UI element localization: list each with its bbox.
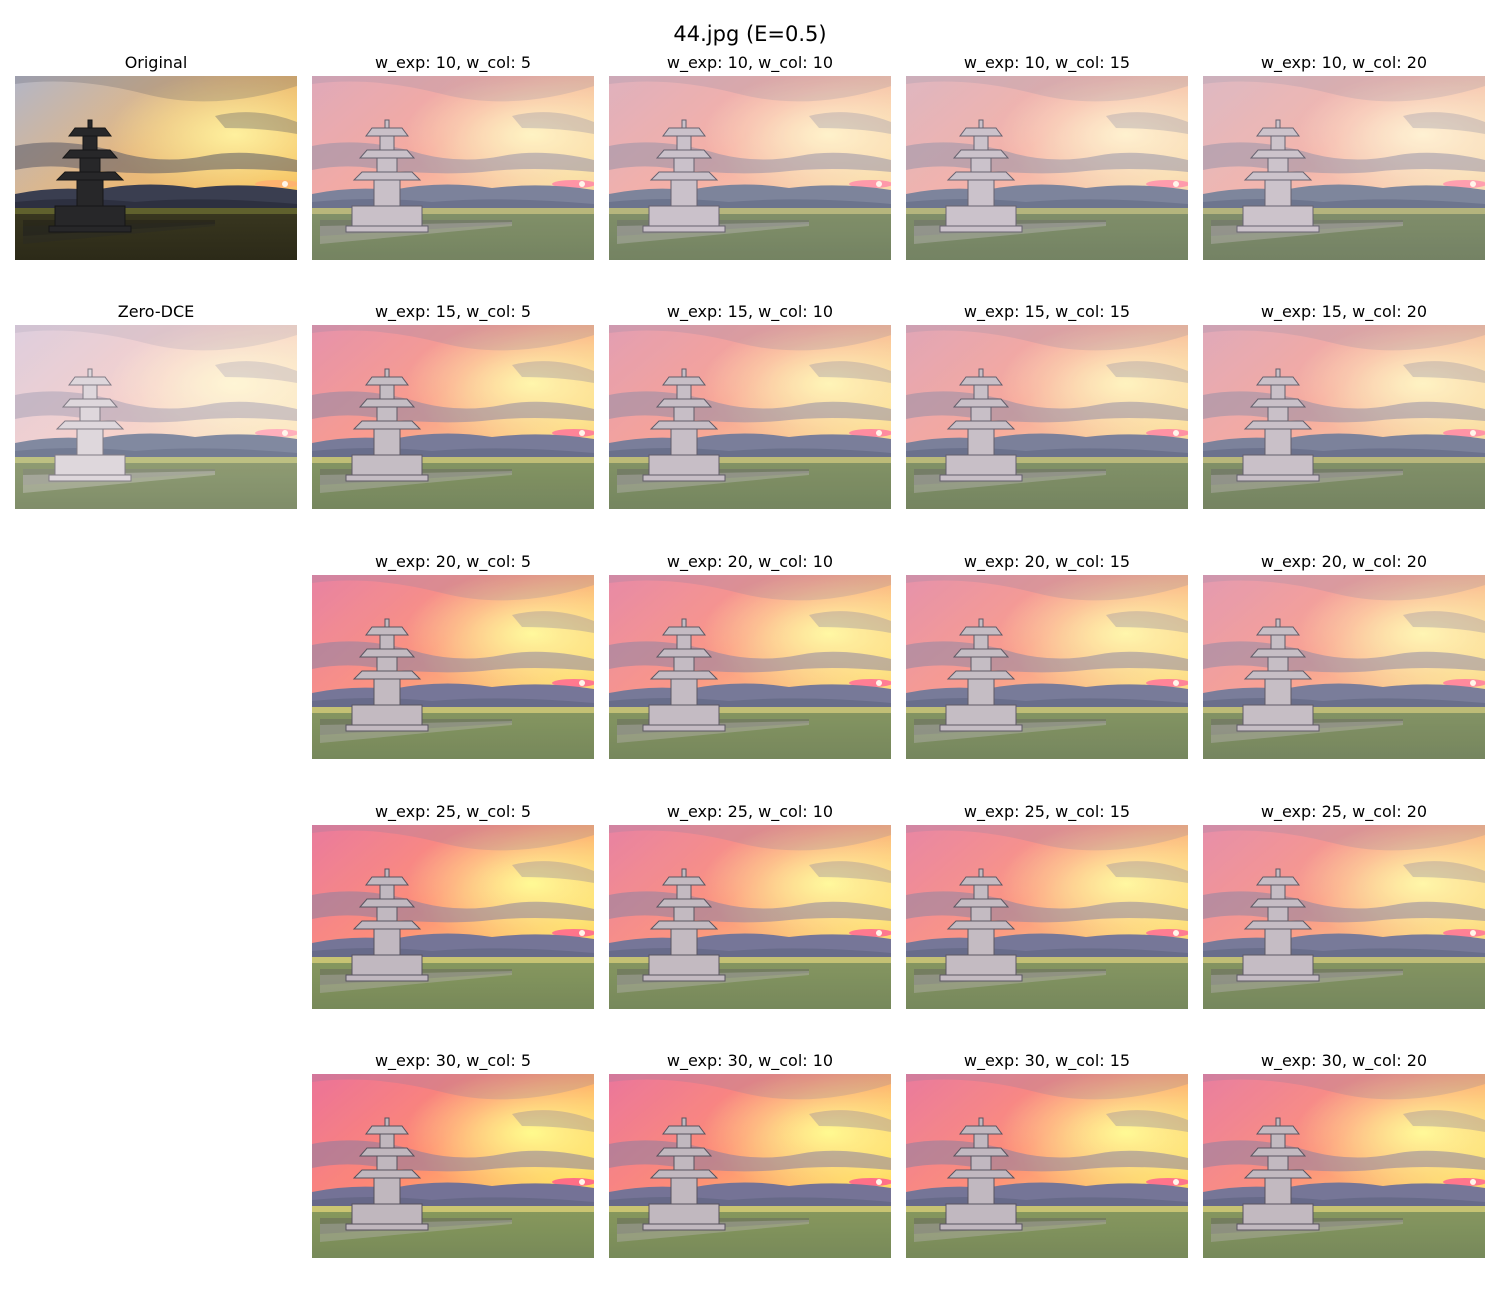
pagoda-sunset-photo (906, 1074, 1188, 1258)
panel-caption: Original (124, 53, 188, 72)
pagoda-sunset-photo (609, 325, 891, 509)
pagoda-sunset-photo (1203, 575, 1485, 759)
pagoda-sunset-photo (312, 325, 594, 509)
pagoda-sunset-photo (312, 76, 594, 260)
panel-caption: w_exp: 10, w_col: 20 (1260, 53, 1428, 72)
pagoda-sunset-photo (609, 825, 891, 1009)
panel-caption: w_exp: 25, w_col: 5 (374, 802, 532, 821)
panel-r4c3: w_exp: 30, w_col: 15 (906, 1051, 1188, 1258)
panel-caption: w_exp: 30, w_col: 15 (963, 1051, 1131, 1070)
panel-r1c1: w_exp: 15, w_col: 5 (312, 302, 594, 509)
panel-caption: w_exp: 20, w_col: 15 (963, 552, 1131, 571)
panel-r2c3: w_exp: 20, w_col: 15 (906, 552, 1188, 759)
panel-r1c2: w_exp: 15, w_col: 10 (609, 302, 891, 509)
pagoda-sunset-photo (906, 325, 1188, 509)
panel-caption: w_exp: 25, w_col: 20 (1260, 802, 1428, 821)
panel-r2c4: w_exp: 20, w_col: 20 (1203, 552, 1485, 759)
panel-r3c4: w_exp: 25, w_col: 20 (1203, 802, 1485, 1009)
panel-caption: w_exp: 30, w_col: 20 (1260, 1051, 1428, 1070)
panel-r0c2: w_exp: 10, w_col: 10 (609, 53, 891, 260)
figure-title: 44.jpg (E=0.5) (673, 22, 827, 46)
pagoda-sunset-photo (1203, 76, 1485, 260)
panel-r2c2: w_exp: 20, w_col: 10 (609, 552, 891, 759)
panel-caption: w_exp: 20, w_col: 10 (666, 552, 834, 571)
panel-caption: w_exp: 25, w_col: 15 (963, 802, 1131, 821)
panel-r0c3: w_exp: 10, w_col: 15 (906, 53, 1188, 260)
panel-r0c4: w_exp: 10, w_col: 20 (1203, 53, 1485, 260)
panel-caption: w_exp: 15, w_col: 15 (963, 302, 1131, 321)
panel-r4c4: w_exp: 30, w_col: 20 (1203, 1051, 1485, 1258)
panel-r0c1: w_exp: 10, w_col: 5 (312, 53, 594, 260)
pagoda-sunset-photo (312, 575, 594, 759)
panel-r2c1: w_exp: 20, w_col: 5 (312, 552, 594, 759)
panel-caption: w_exp: 25, w_col: 10 (666, 802, 834, 821)
pagoda-sunset-photo (15, 76, 297, 260)
panel-caption: Zero-DCE (117, 302, 195, 321)
panel-r1c4: w_exp: 15, w_col: 20 (1203, 302, 1485, 509)
panel-r3c3: w_exp: 25, w_col: 15 (906, 802, 1188, 1009)
panel-caption: w_exp: 15, w_col: 5 (374, 302, 532, 321)
panel-r3c2: w_exp: 25, w_col: 10 (609, 802, 891, 1009)
pagoda-sunset-photo (1203, 325, 1485, 509)
panel-caption: w_exp: 20, w_col: 20 (1260, 552, 1428, 571)
panel-r4c1: w_exp: 30, w_col: 5 (312, 1051, 594, 1258)
panel-caption: w_exp: 20, w_col: 5 (374, 552, 532, 571)
panel-caption: w_exp: 10, w_col: 10 (666, 53, 834, 72)
pagoda-sunset-photo (609, 1074, 891, 1258)
pagoda-sunset-photo (609, 76, 891, 260)
panel-caption: w_exp: 10, w_col: 15 (963, 53, 1131, 72)
panel-caption: w_exp: 30, w_col: 10 (666, 1051, 834, 1070)
panel-caption: w_exp: 10, w_col: 5 (374, 53, 532, 72)
panel-r4c2: w_exp: 30, w_col: 10 (609, 1051, 891, 1258)
panel-caption: w_exp: 30, w_col: 5 (374, 1051, 532, 1070)
pagoda-sunset-photo (906, 575, 1188, 759)
panel-r1c0: Zero-DCE (15, 302, 297, 509)
pagoda-sunset-photo (906, 76, 1188, 260)
panel-caption: w_exp: 15, w_col: 10 (666, 302, 834, 321)
pagoda-sunset-photo (15, 325, 297, 509)
panel-r3c1: w_exp: 25, w_col: 5 (312, 802, 594, 1009)
panel-caption: w_exp: 15, w_col: 20 (1260, 302, 1428, 321)
panel-r0c0: Original (15, 53, 297, 260)
pagoda-sunset-photo (1203, 1074, 1485, 1258)
pagoda-sunset-photo (906, 825, 1188, 1009)
pagoda-sunset-photo (312, 825, 594, 1009)
pagoda-sunset-photo (609, 575, 891, 759)
pagoda-sunset-photo (1203, 825, 1485, 1009)
panel-r1c3: w_exp: 15, w_col: 15 (906, 302, 1188, 509)
pagoda-sunset-photo (312, 1074, 594, 1258)
